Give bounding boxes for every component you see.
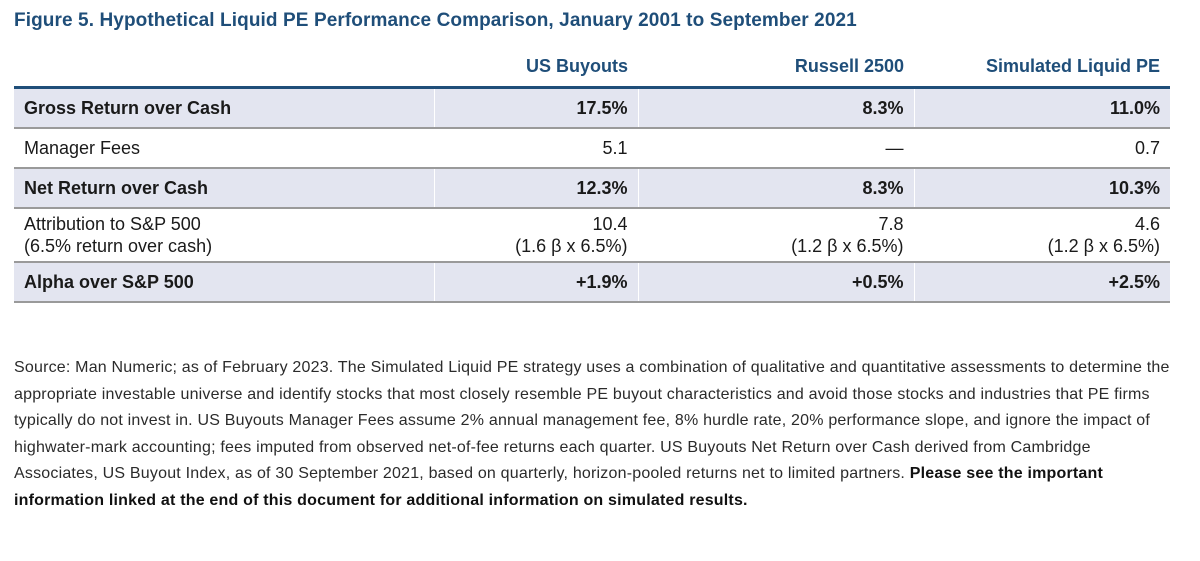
table-row: Alpha over S&P 500 +1.9% +0.5% +2.5% xyxy=(14,262,1170,303)
cell-simulated-liquid-pe: 0.7 xyxy=(913,128,1170,169)
cell-value: 8.3% xyxy=(862,97,904,118)
cell-russell-2500: +0.5% xyxy=(637,262,914,303)
table-row: Gross Return over Cash 17.5% 8.3% 11.0% xyxy=(14,87,1170,129)
row-label: Gross Return over Cash xyxy=(14,87,434,129)
cell-value: 17.5% xyxy=(576,97,628,118)
source-text: Source: Man Numeric; as of February 2023… xyxy=(14,359,1170,482)
cell-simulated-liquid-pe: 4.6 (1.2 β x 6.5%) xyxy=(913,208,1170,263)
performance-comparison-table: US Buyouts Russell 2500 Simulated Liquid… xyxy=(14,56,1170,303)
cell-us-buyouts: 17.5% xyxy=(433,87,638,129)
table-row: Attribution to S&P 500 (6.5% return over … xyxy=(14,208,1170,263)
table-row: Net Return over Cash 12.3% 8.3% 10.3% xyxy=(14,168,1170,209)
row-label-subtext: (6.5% return over cash) xyxy=(24,236,213,256)
cell-subvalue: (1.6 β x 6.5%) xyxy=(515,236,628,256)
row-label-text: Attribution to S&P 500 xyxy=(24,214,201,234)
cell-russell-2500: 8.3% xyxy=(637,87,914,129)
row-label: Manager Fees xyxy=(14,128,434,169)
cell-value: — xyxy=(885,137,904,158)
column-header-simulated-liquid-pe: Simulated Liquid PE xyxy=(914,56,1170,89)
row-label-text: Gross Return over Cash xyxy=(24,97,232,118)
source-disclaimer: Please see the important information lin… xyxy=(14,465,1104,509)
row-label: Attribution to S&P 500 (6.5% return over … xyxy=(14,208,434,263)
row-label: Alpha over S&P 500 xyxy=(14,262,434,303)
cell-value: 4.6 xyxy=(1134,214,1160,234)
cell-value: 5.1 xyxy=(602,137,628,158)
cell-value: 10.3% xyxy=(1108,177,1160,198)
cell-value: 7.8 xyxy=(878,214,904,234)
cell-value: +1.9% xyxy=(575,271,628,292)
cell-us-buyouts: +1.9% xyxy=(433,262,638,303)
cell-russell-2500: — xyxy=(637,128,914,169)
cell-subvalue: (1.2 β x 6.5%) xyxy=(1047,236,1160,256)
row-label-text: Manager Fees xyxy=(24,137,141,158)
cell-subvalue: (1.2 β x 6.5%) xyxy=(791,236,904,256)
cell-value: +2.5% xyxy=(1108,271,1160,292)
cell-simulated-liquid-pe: 10.3% xyxy=(913,168,1170,209)
cell-simulated-liquid-pe: +2.5% xyxy=(913,262,1170,303)
cell-us-buyouts: 5.1 xyxy=(433,128,638,169)
column-header-russell-2500: Russell 2500 xyxy=(638,56,914,89)
cell-russell-2500: 7.8 (1.2 β x 6.5%) xyxy=(637,208,914,263)
table-header-row: US Buyouts Russell 2500 Simulated Liquid… xyxy=(14,56,1170,89)
column-header-label xyxy=(14,56,434,89)
row-label-text: Alpha over S&P 500 xyxy=(24,271,194,292)
cell-value: 0.7 xyxy=(1134,137,1160,158)
table-row: Manager Fees 5.1 — 0.7 xyxy=(14,128,1170,169)
cell-value: 8.3% xyxy=(862,177,904,198)
source-note: Source: Man Numeric; as of February 2023… xyxy=(14,355,1174,514)
cell-value: 10.4 xyxy=(592,214,628,234)
cell-value: 11.0% xyxy=(1109,97,1160,118)
cell-value: 12.3% xyxy=(576,177,628,198)
cell-russell-2500: 8.3% xyxy=(637,168,914,209)
cell-us-buyouts: 10.4 (1.6 β x 6.5%) xyxy=(433,208,638,263)
figure-title: Figure 5. Hypothetical Liquid PE Perform… xyxy=(14,10,857,31)
row-label: Net Return over Cash xyxy=(14,168,434,209)
cell-simulated-liquid-pe: 11.0% xyxy=(913,87,1170,129)
cell-us-buyouts: 12.3% xyxy=(433,168,638,209)
column-header-us-buyouts: US Buyouts xyxy=(434,56,638,89)
row-label-text: Net Return over Cash xyxy=(24,177,209,198)
cell-value: +0.5% xyxy=(851,271,904,292)
